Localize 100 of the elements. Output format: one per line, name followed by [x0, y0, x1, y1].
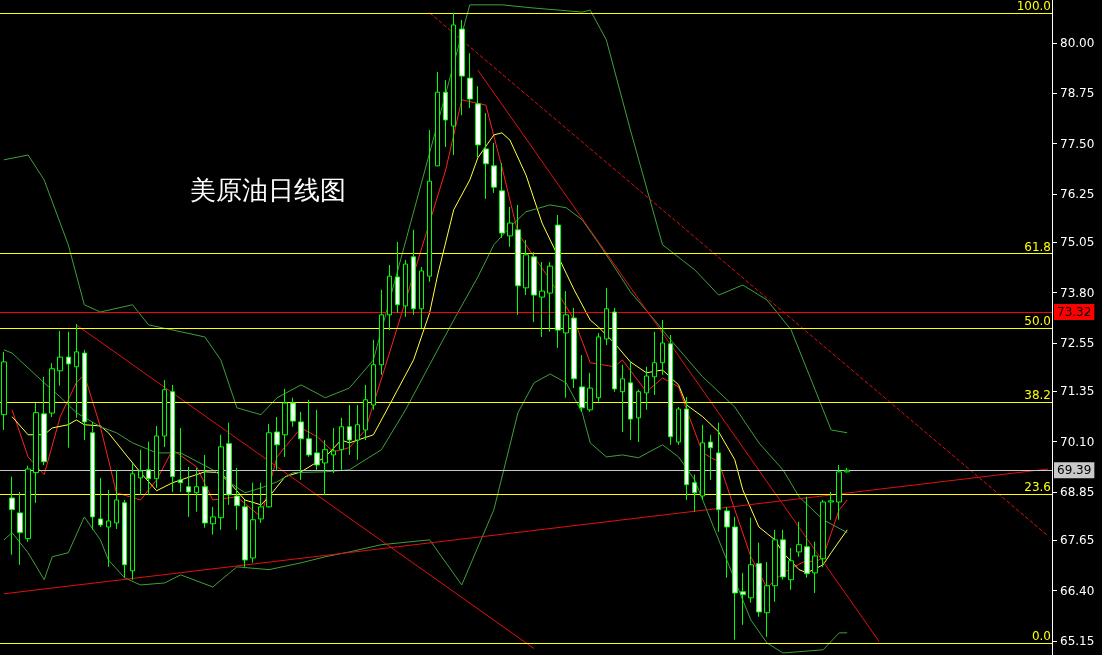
candlestick — [660, 319, 665, 376]
candlestick — [339, 417, 344, 471]
candlestick — [820, 499, 826, 568]
candlestick — [74, 323, 79, 419]
candlestick — [451, 12, 456, 156]
candlestick — [507, 206, 513, 248]
candlestick — [523, 239, 529, 296]
candlestick — [298, 411, 304, 481]
candlestick — [419, 266, 424, 329]
candlestick — [138, 449, 143, 496]
candlestick — [122, 499, 127, 579]
candlestick — [772, 529, 778, 603]
y-tick-label: 65.15 — [1060, 633, 1095, 648]
candlestick — [170, 384, 175, 493]
candlestick — [692, 474, 697, 513]
candlestick — [98, 477, 103, 528]
candlestick — [499, 162, 505, 239]
candlestick — [355, 404, 360, 461]
candlestick — [226, 422, 232, 506]
candlestick — [628, 361, 633, 441]
candlestick — [764, 561, 770, 638]
candlestick — [587, 372, 593, 413]
ref-line-label: 100.0 — [1016, 0, 1051, 13]
candlestick — [347, 404, 352, 456]
candlestick — [475, 85, 481, 158]
candlestick — [9, 476, 15, 556]
candlestick — [716, 422, 721, 533]
candlestick — [788, 547, 794, 591]
candlestick — [25, 465, 31, 543]
y-tick-label: 68.85 — [1060, 484, 1095, 499]
candlestick — [186, 466, 191, 518]
candlestick — [49, 362, 55, 418]
candlestick — [579, 354, 585, 413]
y-tick-label: 76.25 — [1060, 187, 1095, 202]
candlestick — [652, 331, 657, 396]
candlestick — [443, 79, 448, 148]
candlestick — [828, 491, 834, 521]
candlestick — [242, 499, 248, 568]
candlestick — [700, 424, 705, 501]
y-tick-label: 71.35 — [1060, 384, 1095, 399]
candlestick — [282, 388, 288, 458]
candlestick — [836, 464, 842, 521]
candlestick — [748, 517, 754, 604]
candlestick — [531, 251, 537, 323]
y-tick-label: 80.00 — [1060, 36, 1095, 51]
candlestick — [539, 261, 545, 338]
candlestick — [322, 439, 328, 496]
candlestick — [162, 379, 167, 448]
y-tick-label: 77.50 — [1060, 136, 1095, 151]
candlestick — [331, 427, 336, 474]
candlestick — [210, 506, 216, 536]
candlestick — [804, 496, 810, 579]
candlestick — [596, 332, 601, 403]
candlestick — [740, 572, 746, 626]
candlestick — [844, 467, 850, 474]
candlestick — [676, 406, 681, 446]
ref-line-label: 73.32 — [1057, 305, 1092, 319]
candlestick — [41, 376, 47, 466]
text: 美原油日线图 — [190, 175, 346, 205]
y-tick-label: 70.10 — [1060, 434, 1095, 449]
y-tick-label: 72.55 — [1060, 336, 1095, 350]
candlestick — [371, 339, 376, 411]
candlestick — [194, 467, 199, 513]
candlestick — [306, 399, 312, 458]
candlestick — [178, 427, 183, 493]
ref-line-label: 61.8 — [1024, 239, 1051, 254]
candlestick — [467, 52, 473, 109]
candlestick — [459, 19, 465, 116]
candlestick — [732, 516, 738, 641]
candlestick — [547, 261, 553, 333]
candlestick — [106, 489, 111, 568]
y-tick-label: 78.75 — [1060, 86, 1095, 101]
candlestick — [387, 264, 392, 331]
candlestick — [435, 71, 440, 167]
candlestick — [130, 462, 135, 581]
candlestick — [812, 541, 818, 594]
candlestick — [114, 469, 119, 530]
candlestick — [33, 402, 39, 504]
ref-line-label: 0.0 — [1031, 628, 1051, 643]
candlestick — [668, 334, 673, 446]
candlestick — [555, 214, 561, 349]
candlestick — [684, 396, 689, 501]
candlestick — [708, 434, 713, 481]
y-tick-label: 66.40 — [1060, 583, 1095, 598]
candlestick — [379, 289, 384, 376]
candlestick — [314, 409, 320, 471]
candlestick — [250, 482, 256, 564]
candlestick — [363, 384, 368, 441]
candlestick — [82, 349, 87, 441]
candlestick — [234, 467, 240, 531]
candlestick — [403, 259, 408, 318]
candlestick — [427, 129, 432, 283]
candlestick — [66, 331, 71, 449]
ref-line-label: 38.2 — [1024, 388, 1051, 403]
line-series — [3, 204, 848, 534]
ref-line-label: 50.0 — [1024, 313, 1051, 328]
candlestick — [258, 482, 264, 524]
candlestick — [90, 421, 95, 531]
candlestick — [604, 287, 609, 346]
candlestick — [636, 389, 641, 443]
